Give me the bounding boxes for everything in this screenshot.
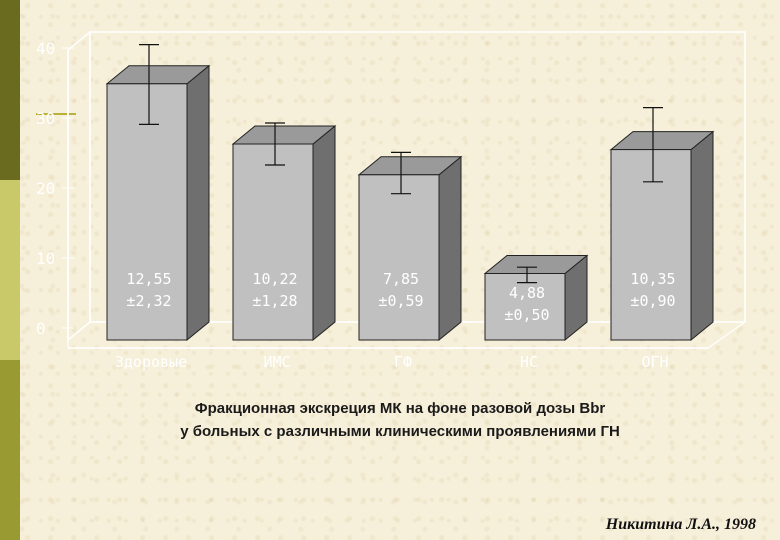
bar-value-label: 7,85 <box>383 270 419 288</box>
decor-accent-line <box>36 113 76 115</box>
decor-stripe-top <box>0 0 20 180</box>
bar <box>358 174 440 341</box>
bar <box>106 83 188 341</box>
chart-left-wall <box>67 30 91 342</box>
y-tick-label: 0 <box>36 319 46 338</box>
chart-caption-line-1: Фракционная экскреция МК на фоне разовой… <box>194 400 606 417</box>
y-tick-label: 20 <box>36 179 55 198</box>
bar <box>610 149 692 341</box>
bar <box>484 273 566 341</box>
bar-error-label: ±0,90 <box>630 292 675 310</box>
y-tick-label: 30 <box>36 109 55 128</box>
y-tick-label: 40 <box>36 39 55 58</box>
bar-value-label: 10,22 <box>252 270 297 288</box>
x-category-label: ГФ <box>394 353 412 371</box>
bar-error-label: ±0,50 <box>504 306 549 324</box>
bar-side <box>690 130 714 342</box>
decor-stripe-middle <box>0 180 20 360</box>
x-category-label: ОГН <box>641 353 668 371</box>
y-tick-label: 10 <box>36 249 55 268</box>
author-credit: Никитина Л.А., 1998 <box>605 516 756 533</box>
x-category-label: Здоровые <box>115 353 187 371</box>
bar-side <box>312 124 336 342</box>
bar <box>232 143 314 341</box>
bar-error-label: ±0,59 <box>378 292 423 310</box>
bar-value-label: 10,35 <box>630 270 675 288</box>
bar-error-label: ±2,32 <box>126 292 171 310</box>
x-category-label: ИМС <box>263 353 290 371</box>
x-category-label: НС <box>520 353 538 371</box>
bar-chart: 0 10 20 30 40 12,55 ±2,32 Здоровые 10,22 ±1,28 ИМС… <box>36 30 747 371</box>
bar-value-label: 4,88 <box>509 284 545 302</box>
decor-stripe-bottom <box>0 360 20 540</box>
bar-value-label: 12,55 <box>126 270 171 288</box>
bar-side <box>438 155 462 342</box>
bar-side <box>186 64 210 342</box>
chart-floor <box>67 321 747 349</box>
bar-error-label: ±1,28 <box>252 292 297 310</box>
chart-caption-line-2: у больных с различными клиническими проя… <box>180 423 620 440</box>
